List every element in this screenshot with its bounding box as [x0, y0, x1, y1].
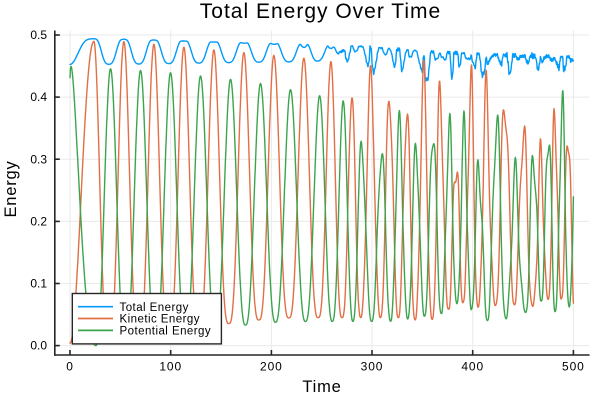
svg-text:0.0: 0.0	[30, 339, 47, 353]
svg-text:400: 400	[461, 360, 484, 374]
svg-text:0.2: 0.2	[30, 215, 47, 229]
svg-text:Total Energy Over Time: Total Energy Over Time	[200, 0, 441, 23]
svg-text:Energy: Energy	[2, 160, 20, 217]
svg-text:0.3: 0.3	[30, 152, 47, 166]
svg-text:300: 300	[361, 360, 384, 374]
svg-text:100: 100	[159, 360, 182, 374]
svg-text:0: 0	[66, 360, 74, 374]
svg-text:Time: Time	[302, 378, 341, 396]
svg-text:Total Energy: Total Energy	[120, 302, 189, 314]
svg-text:500: 500	[562, 360, 585, 374]
svg-text:Kinetic Energy: Kinetic Energy	[120, 314, 200, 326]
svg-text:0.5: 0.5	[30, 28, 47, 42]
svg-text:0.4: 0.4	[30, 90, 47, 104]
svg-text:200: 200	[260, 360, 283, 374]
svg-text:Potential Energy: Potential Energy	[120, 326, 212, 338]
svg-text:0.1: 0.1	[30, 277, 47, 291]
